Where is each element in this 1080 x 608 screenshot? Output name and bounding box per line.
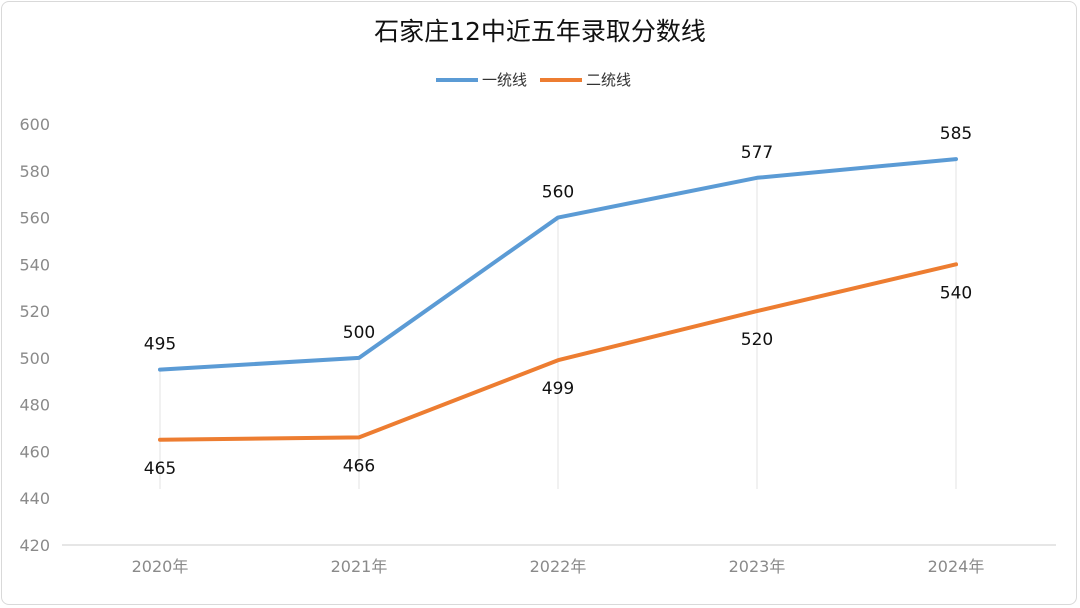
data-label-series-1: 560 — [542, 183, 574, 203]
y-tick-label: 460 — [19, 442, 50, 461]
x-tick-label: 2024年 — [928, 557, 985, 576]
series-line-1 — [158, 157, 958, 372]
y-tick-label: 560 — [19, 209, 50, 228]
series-lines — [158, 157, 958, 442]
series-line-2 — [158, 262, 958, 442]
y-tick-label: 420 — [19, 536, 50, 555]
legend: 一统线 二统线 — [436, 71, 631, 89]
data-label-series-2: 465 — [144, 459, 176, 479]
y-tick-label: 580 — [19, 162, 50, 181]
data-label-series-1: 585 — [940, 124, 972, 144]
y-tick-label: 500 — [19, 349, 50, 368]
legend-label-series-2: 二统线 — [586, 71, 631, 89]
drop-lines — [159, 159, 957, 489]
y-tick-label: 480 — [19, 396, 50, 415]
y-tick-label: 600 — [19, 115, 50, 134]
data-label-series-1: 495 — [144, 335, 176, 355]
chart-title: 石家庄12中近五年录取分数线 — [374, 17, 706, 46]
data-label-series-2: 499 — [542, 379, 574, 399]
x-tick-label: 2021年 — [331, 557, 388, 576]
data-label-series-2: 466 — [343, 456, 375, 476]
x-tick-label: 2022年 — [530, 557, 587, 576]
data-label-series-1: 577 — [741, 143, 773, 163]
data-label-series-2: 520 — [741, 330, 773, 350]
x-tick-label: 2020年 — [132, 557, 189, 576]
y-tick-label: 540 — [19, 255, 50, 274]
legend-label-series-1: 一统线 — [482, 71, 527, 89]
data-labels: 495 500 560 577 585 465 466 499 520 540 — [144, 124, 972, 479]
data-label-series-1: 500 — [343, 323, 375, 343]
y-tick-label: 520 — [19, 302, 50, 321]
x-tick-label: 2023年 — [729, 557, 786, 576]
y-axis: 420 440 460 480 500 520 540 560 580 600 — [19, 115, 50, 555]
data-label-series-2: 540 — [940, 283, 972, 303]
x-axis: 2020年 2021年 2022年 2023年 2024年 — [132, 557, 985, 576]
y-tick-label: 440 — [19, 489, 50, 508]
